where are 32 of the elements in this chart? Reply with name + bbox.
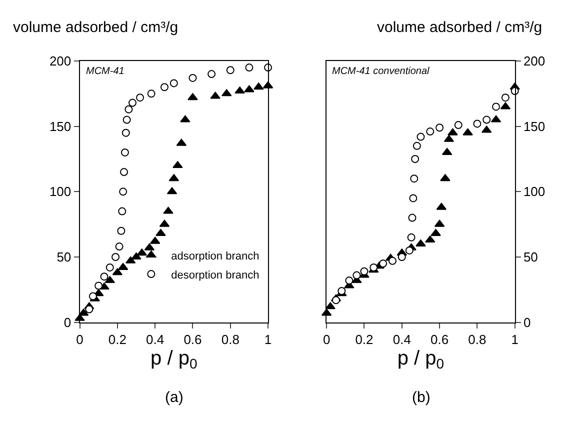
x-axis-title: p / p$_{0}$ (150, 347, 198, 372)
x-axis-title: p / p$_{0}$ (397, 347, 444, 372)
y-tick-label: 100 (523, 184, 546, 200)
text: (a) (165, 389, 184, 406)
y-tick-label: 50 (523, 250, 538, 265)
y-axis-title: volume adsorbed / cm³/g (13, 19, 178, 36)
x-tick-label: 0.6 (184, 332, 202, 347)
x-tick-label: 0.8 (468, 332, 486, 347)
y-tick-label: 150 (49, 118, 72, 134)
y-tick-label: 200 (49, 54, 72, 69)
x-tick-label: 0.4 (392, 332, 411, 347)
annotation: MCM-41 conventional (332, 66, 430, 77)
y-tick-label: 50 (56, 250, 72, 265)
x-tick-label: 0.8 (221, 332, 240, 347)
y-tick-label: 100 (49, 184, 72, 200)
x-tick-label: 1 (511, 332, 518, 347)
x-tick-label: 0.2 (355, 332, 374, 347)
x-tick-label: 0.4 (146, 332, 164, 347)
x-tick-label: 1 (264, 332, 272, 347)
y-tick-label: 0 (523, 314, 531, 330)
legend-label: desorption branch (171, 269, 260, 282)
legend-label: adsorption branch (171, 250, 260, 262)
y-tick-label: 0 (64, 314, 72, 330)
text: (b) (412, 389, 430, 406)
y-axis-title: volume adsorbed / cm³/g (377, 19, 542, 36)
annotation: MCM-41 (86, 66, 124, 77)
x-tick-label: 0 (322, 332, 330, 347)
y-tick-label: 200 (523, 54, 546, 69)
x-tick-label: 0.6 (430, 332, 449, 347)
x-tick-label: 0 (76, 332, 84, 347)
x-tick-label: 0.2 (108, 332, 126, 347)
y-tick-label: 150 (523, 118, 546, 134)
